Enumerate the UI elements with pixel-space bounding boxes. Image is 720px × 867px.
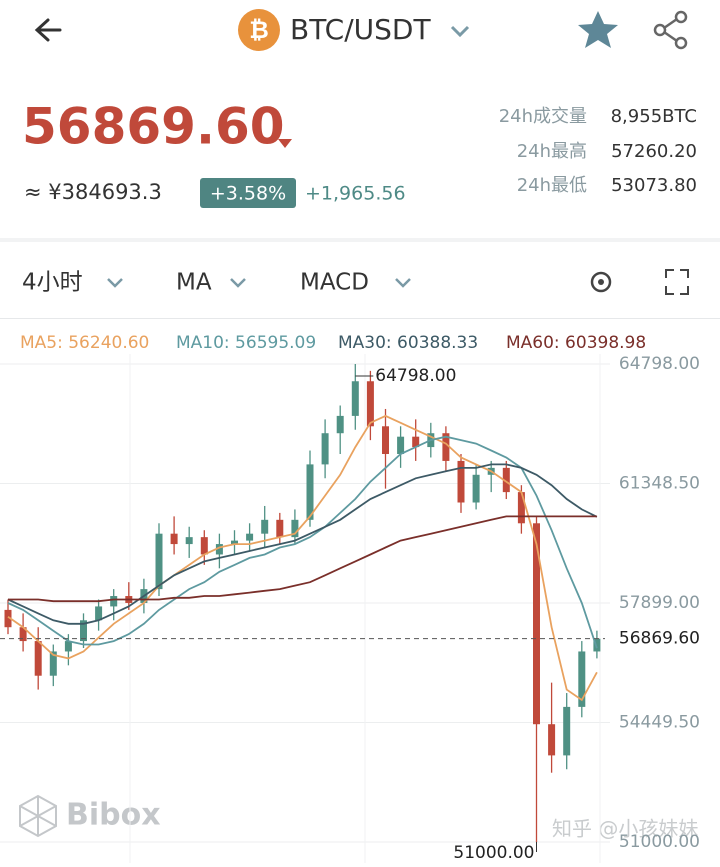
dropdown-icon (107, 278, 123, 288)
candle-body (457, 460, 465, 503)
ma-legend: MA30: 60388.33 (338, 333, 478, 353)
candle-body (4, 609, 12, 628)
stat-label: 24h最低 (517, 175, 587, 196)
candle-body (563, 706, 571, 756)
main-indicator-select[interactable]: MA (176, 270, 212, 296)
candle-body (351, 381, 359, 416)
y-tick-label: 54449.50 (619, 713, 700, 733)
candle-body (336, 415, 344, 434)
dropdown-icon (395, 278, 411, 288)
low-marker-label: 51000.00 (453, 843, 534, 863)
ma-line (7, 463, 598, 625)
change-pct: +3.58% (210, 183, 286, 205)
candle-body (185, 537, 193, 545)
stat-value: 57260.20 (611, 141, 697, 162)
candle-body (231, 540, 238, 545)
candle-body (34, 641, 42, 676)
stat-value: 8,955BTC (611, 106, 697, 127)
stat-value: 53073.80 (611, 175, 697, 196)
ma-legend: MA60: 60398.98 (506, 333, 646, 353)
y-tick-label: 57899.00 (619, 593, 700, 613)
stat-label: 24h最高 (517, 141, 587, 162)
candle-body (200, 537, 208, 555)
candle-body (95, 606, 103, 621)
candle-body (110, 596, 118, 607)
candle-body (155, 533, 163, 590)
down-arrow (278, 139, 292, 148)
ma-legend: MA5: 56240.60 (20, 333, 149, 353)
candle-body (442, 433, 450, 461)
candle-body (366, 381, 374, 427)
interval-select[interactable]: 4小时 (22, 270, 83, 296)
divider (0, 318, 720, 319)
candle-body (246, 533, 254, 541)
ma-line (7, 435, 598, 649)
settings-button[interactable] (590, 271, 612, 293)
pair-dropdown[interactable] (450, 25, 470, 38)
candle-body (578, 651, 586, 707)
y-tick-label: 61348.50 (619, 474, 700, 494)
candle-body (412, 436, 420, 448)
fullscreen-button[interactable] (665, 269, 689, 295)
watermark-source: 知乎 @小孩妹妹 (552, 817, 698, 841)
ma-legend: MA10: 56595.09 (176, 333, 316, 353)
candle-body (261, 519, 269, 534)
btc-symbol: ₿ (249, 16, 269, 44)
sub-indicator-select[interactable]: MACD (300, 270, 369, 296)
change-abs: +1,965.56 (305, 183, 406, 205)
y-tick-label: 64798.00 (619, 354, 700, 374)
last-price-label: 56869.60 (619, 629, 700, 649)
candle-body (170, 533, 178, 545)
back-button[interactable] (34, 18, 62, 42)
candle-body (64, 641, 72, 652)
change-badge (200, 178, 296, 208)
candlestick-chart: MA5: 56240.60 MA10: 56595.09 MA30: 60388.3… (0, 333, 700, 863)
ma-line (8, 515, 597, 603)
favorite-star[interactable] (578, 11, 618, 48)
candle-body (306, 464, 314, 520)
bibox-logo (19, 794, 57, 838)
dropdown-icon (230, 278, 246, 288)
cny-price: ≈ ¥384693.3 (24, 180, 162, 204)
candle-body (517, 492, 525, 524)
candle-body (397, 436, 405, 455)
share-button[interactable] (653, 10, 688, 50)
ma-line (7, 414, 598, 702)
candle-body (19, 627, 27, 642)
watermark-brand: Bibox (66, 798, 161, 833)
candle-body (382, 426, 389, 455)
btc-icon (238, 9, 280, 51)
candle-body (472, 474, 480, 503)
candle-body (80, 620, 87, 642)
pair-title[interactable]: BTC/USDT (290, 13, 431, 46)
candle-body (548, 724, 556, 756)
candle-body (321, 433, 329, 465)
candle-body (533, 523, 540, 725)
high-marker-label: 64798.00 (375, 366, 456, 386)
candle-body (215, 544, 223, 555)
candle-body (593, 638, 601, 652)
stat-label: 24h成交量 (499, 106, 587, 127)
candle-body (49, 651, 57, 676)
y-tick-label: 51000.00 (619, 832, 700, 852)
candle-body (502, 467, 510, 493)
candle-body (276, 519, 284, 538)
last-price: 56869.60 (22, 98, 285, 156)
divider (0, 238, 720, 242)
candle-body (291, 519, 299, 538)
